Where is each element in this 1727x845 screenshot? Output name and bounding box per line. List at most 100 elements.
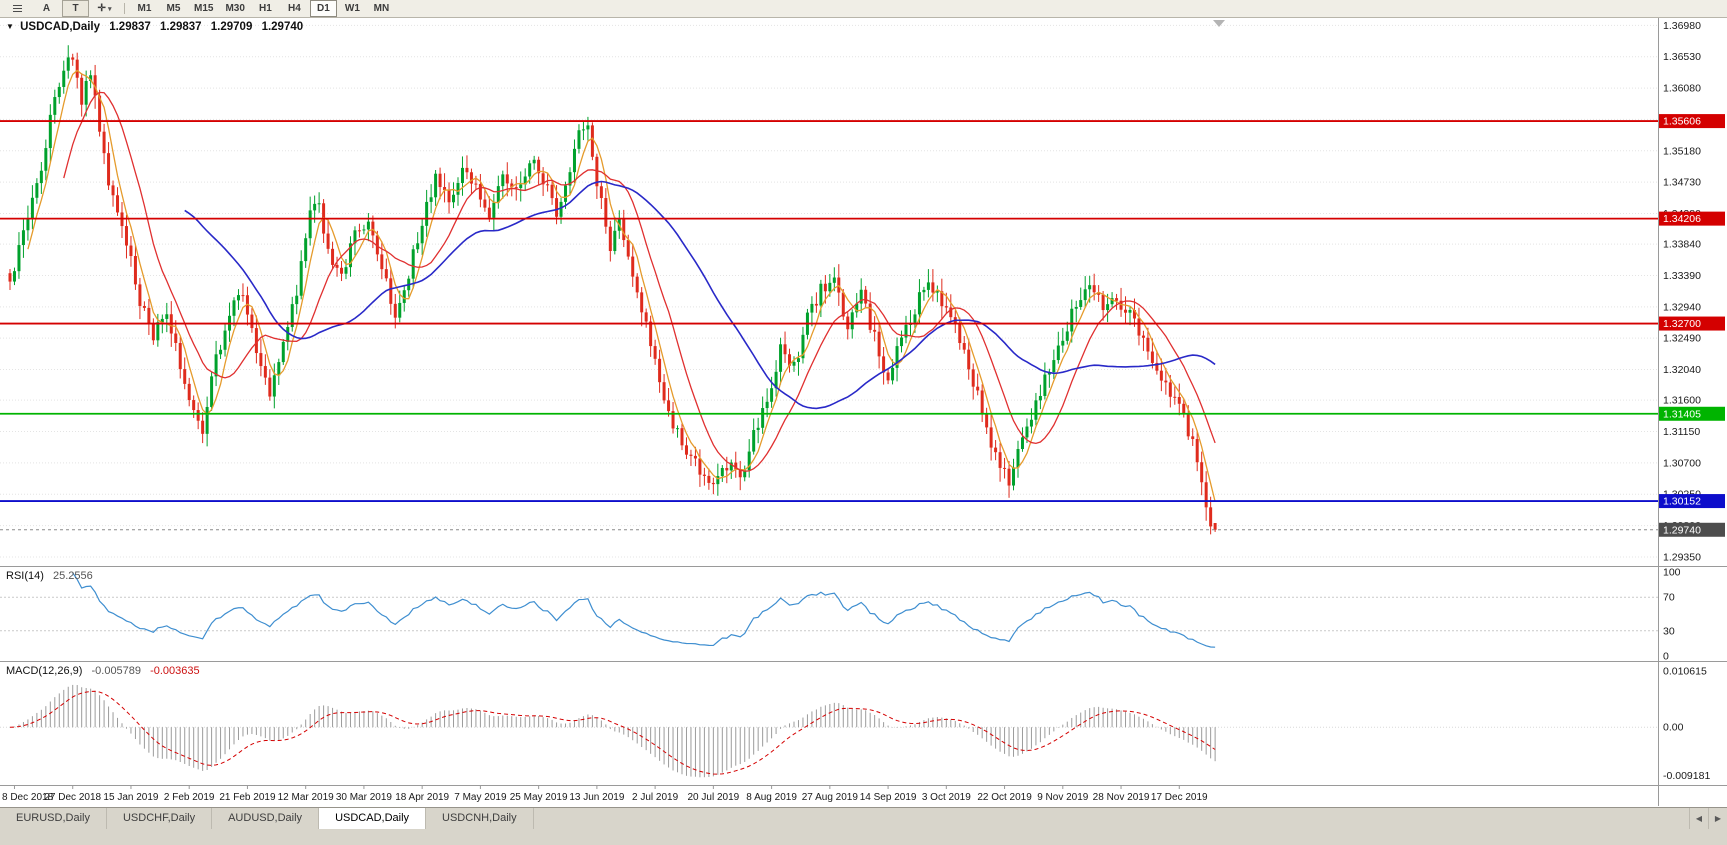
svg-text:0.00: 0.00 (1663, 722, 1684, 734)
price-tick-label: 1.35180 (1663, 145, 1701, 157)
date-tick-label: 14 Sep 2019 (860, 792, 917, 803)
price-tick-label: 1.31600 (1663, 395, 1701, 407)
date-tick-label: 12 Mar 2019 (278, 792, 335, 803)
price-tick-label: 1.34730 (1663, 177, 1701, 189)
svg-text:1.34206: 1.34206 (1663, 213, 1701, 225)
price-tick-label: 1.32940 (1663, 301, 1701, 313)
date-tick-label: 22 Oct 2019 (977, 792, 1032, 803)
timeframe-button-m15[interactable]: M15 (194, 3, 214, 14)
timeframe-button-d1[interactable]: D1 (309, 0, 337, 17)
price-tick-label: 1.33390 (1663, 270, 1701, 282)
tabs-scroll-right-button[interactable]: ▶ (1708, 808, 1727, 829)
svg-text:1.32700: 1.32700 (1663, 318, 1701, 330)
chart-title: ▼ USDCAD,Daily 1.29837 1.29837 1.29709 1… (6, 21, 303, 33)
crosshair-icon: ✛ (97, 3, 106, 14)
tab-eurusd-daily[interactable]: EURUSD,Daily (0, 808, 107, 829)
date-tick-label: 28 Nov 2019 (1093, 792, 1150, 803)
date-tick-label: 7 May 2019 (454, 792, 507, 803)
fast-ma-line (27, 69, 1216, 502)
date-tick-label: 27 Dec 2018 (44, 792, 101, 803)
annotate-a-button[interactable]: A (42, 3, 51, 14)
price-badge: 1.34206 (1659, 211, 1725, 226)
tabs-scroll-left-button[interactable]: ◀ (1689, 808, 1708, 829)
price-tick-label: 1.30700 (1663, 457, 1701, 469)
timeframe-button-w1[interactable]: W1 (344, 3, 360, 14)
cursor-tool-button[interactable]: ✛ ▾ (91, 0, 118, 17)
timeframe-button-m30[interactable]: M30 (225, 3, 245, 14)
price-tick-label: 1.36980 (1663, 20, 1701, 32)
price-badge: 1.31405 (1659, 406, 1725, 421)
macd-signal-line (9, 690, 1216, 775)
rsi-indicator-label: RSI(14) 25.2556 (6, 570, 99, 582)
macd-indicator-label: MACD(12,26,9) -0.005789 -0.003635 (6, 665, 206, 677)
chart-shift-marker[interactable] (1213, 20, 1225, 27)
price-badge: 1.35606 (1659, 114, 1725, 129)
svg-text:0: 0 (1663, 651, 1669, 663)
timeframe-button-h4[interactable]: H4 (288, 3, 301, 14)
svg-text:1.30152: 1.30152 (1663, 496, 1701, 508)
rsi-value: 25.2556 (52, 570, 93, 582)
macd-pane: 0.010615 0.00 -0.009181 (0, 666, 1710, 782)
timeframe-button-m1[interactable]: M1 (137, 3, 152, 14)
price-tick-label: 1.32040 (1663, 364, 1701, 376)
price-grid (0, 24, 1658, 558)
ohlc-high: 1.29837 (160, 21, 202, 33)
macd-signal-value: -0.003635 (150, 665, 200, 677)
tab-usdcad-daily[interactable]: USDCAD,Daily (319, 808, 427, 829)
candles (8, 45, 1217, 535)
price-tick-label: 1.36530 (1663, 51, 1701, 63)
rsi-name: RSI(14) (6, 570, 44, 582)
timeframe-button-h1[interactable]: H1 (259, 3, 272, 14)
timeframe-group: M1 M5 M15 M30 H1 H4 D1 W1 MN (130, 0, 396, 17)
tab-usdchf-daily[interactable]: USDCHF,Daily (107, 808, 213, 829)
price-tick-label: 1.33840 (1663, 239, 1701, 251)
collapse-triangle-icon[interactable]: ▼ (6, 22, 14, 31)
date-tick-label: 2 Jul 2019 (632, 792, 679, 803)
svg-text:1.31405: 1.31405 (1663, 408, 1701, 420)
timeframe-button-m5[interactable]: M5 (166, 3, 181, 14)
svg-text:0.010615: 0.010615 (1663, 666, 1707, 678)
price-tick-label: 1.29350 (1663, 551, 1701, 563)
date-tick-label: 8 Aug 2019 (746, 792, 797, 803)
svg-text:-0.009181: -0.009181 (1663, 770, 1710, 782)
menu-lines-icon (13, 5, 22, 12)
tab-audusd-daily[interactable]: AUDUSD,Daily (212, 808, 320, 829)
svg-text:30: 30 (1663, 625, 1675, 637)
price-badge: 1.30152 (1659, 494, 1725, 509)
chart-list-icon[interactable] (4, 0, 31, 17)
ohlc-open: 1.29837 (109, 21, 151, 33)
date-tick-label: 13 Jun 2019 (569, 792, 624, 803)
macd-main-value: -0.005789 (91, 665, 142, 677)
tab-usdcnh-daily[interactable]: USDCNH,Daily (426, 808, 534, 829)
date-tick-label: 3 Oct 2019 (922, 792, 971, 803)
price-badge: 1.32700 (1659, 316, 1725, 331)
timeframe-button-mn[interactable]: MN (373, 3, 390, 14)
date-tick-label: 18 Apr 2019 (395, 792, 449, 803)
main-toolbar: A T ✛ ▾ M1 M5 M15 M30 H1 H4 D1 W1 MN (0, 0, 1727, 18)
rsi-line (72, 572, 1216, 648)
medium-ma-line (63, 91, 1216, 472)
price-tick-label: 1.31150 (1663, 426, 1700, 438)
rsi-pane: 100 70 30 0 (0, 567, 1681, 663)
date-tick-label: 25 May 2019 (510, 792, 568, 803)
slow-ma-line (184, 180, 1216, 410)
date-tick-label: 30 Mar 2019 (336, 792, 393, 803)
svg-text:100: 100 (1663, 567, 1681, 579)
svg-text:1.35606: 1.35606 (1663, 116, 1701, 128)
date-tick-label: 27 Aug 2019 (802, 792, 859, 803)
date-tick-label: 21 Feb 2019 (219, 792, 276, 803)
date-tick-label: 9 Nov 2019 (1037, 792, 1089, 803)
price-tick-label: 1.32490 (1663, 333, 1701, 345)
tab-scroll-buttons: ◀ ▶ (1689, 808, 1727, 829)
price-axis[interactable]: 1.369801.365301.360801.356301.351801.347… (1663, 20, 1701, 564)
macd-histogram (13, 684, 1216, 778)
chart-symbol-period: USDCAD,Daily (20, 21, 101, 33)
text-tool-button[interactable]: T (62, 0, 89, 17)
price-tick-label: 1.36080 (1663, 83, 1701, 95)
ohlc-close: 1.29740 (261, 21, 304, 33)
macd-name: MACD(12,26,9) (6, 665, 83, 677)
toolbar-separator (124, 3, 125, 14)
svg-text:1.29740: 1.29740 (1663, 524, 1701, 536)
